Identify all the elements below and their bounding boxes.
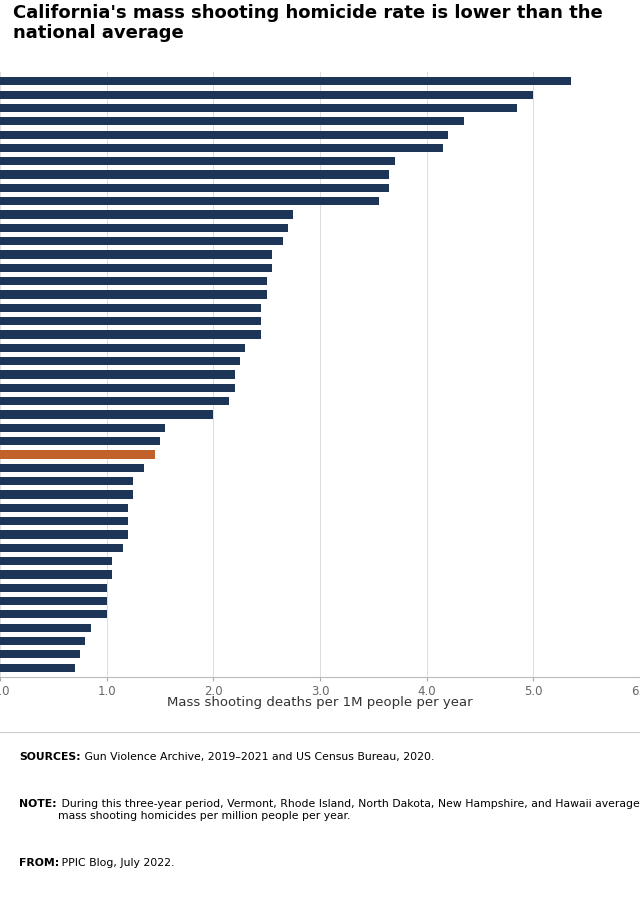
Bar bbox=[0, 663, 75, 671]
Text: Mass shooting deaths per 1M people per year: Mass shooting deaths per 1M people per y… bbox=[167, 697, 473, 709]
Bar bbox=[0, 437, 160, 446]
Bar bbox=[0, 530, 128, 538]
Bar bbox=[0, 117, 464, 125]
Bar bbox=[0, 383, 235, 392]
Bar bbox=[0, 571, 112, 579]
Bar bbox=[0, 637, 85, 645]
Bar bbox=[0, 158, 395, 166]
Text: SOURCES:: SOURCES: bbox=[19, 752, 81, 762]
Bar bbox=[0, 277, 267, 285]
Bar bbox=[0, 424, 165, 432]
Bar bbox=[0, 237, 283, 246]
Bar bbox=[0, 264, 272, 272]
Bar bbox=[0, 491, 133, 499]
Text: FROM:: FROM: bbox=[19, 858, 60, 868]
Bar bbox=[0, 344, 245, 352]
Bar bbox=[0, 504, 128, 512]
Bar bbox=[0, 357, 240, 365]
Bar bbox=[0, 211, 293, 219]
Bar bbox=[0, 317, 261, 325]
Bar bbox=[0, 224, 288, 232]
Bar bbox=[0, 557, 112, 565]
Bar bbox=[0, 464, 144, 472]
Bar bbox=[0, 303, 261, 312]
Text: California's mass shooting homicide rate is lower than the
national average: California's mass shooting homicide rate… bbox=[13, 4, 602, 42]
Text: NOTE:: NOTE: bbox=[19, 799, 57, 809]
Bar bbox=[0, 410, 213, 419]
Bar bbox=[0, 291, 267, 299]
Bar bbox=[0, 250, 272, 258]
Bar bbox=[0, 583, 107, 592]
Bar bbox=[0, 610, 107, 618]
Bar bbox=[0, 144, 443, 152]
Bar bbox=[0, 624, 91, 632]
Bar bbox=[0, 197, 379, 205]
Bar bbox=[0, 477, 133, 485]
Text: Gun Violence Archive, 2019–2021 and US Census Bureau, 2020.: Gun Violence Archive, 2019–2021 and US C… bbox=[81, 752, 434, 762]
Bar bbox=[0, 77, 571, 86]
Bar bbox=[0, 170, 389, 179]
Bar bbox=[0, 450, 155, 459]
Bar bbox=[0, 184, 389, 192]
Bar bbox=[0, 597, 107, 605]
Bar bbox=[0, 517, 128, 526]
Bar bbox=[0, 330, 261, 338]
Text: During this three-year period, Vermont, Rhode Island, North Dakota, New Hampshir: During this three-year period, Vermont, … bbox=[58, 799, 640, 821]
Bar bbox=[0, 130, 448, 139]
Bar bbox=[0, 104, 517, 112]
Bar bbox=[0, 91, 533, 99]
Bar bbox=[0, 544, 123, 552]
Bar bbox=[0, 397, 229, 405]
Bar bbox=[0, 650, 80, 659]
Bar bbox=[0, 371, 235, 379]
Text: PPIC Blog, July 2022.: PPIC Blog, July 2022. bbox=[58, 858, 174, 868]
